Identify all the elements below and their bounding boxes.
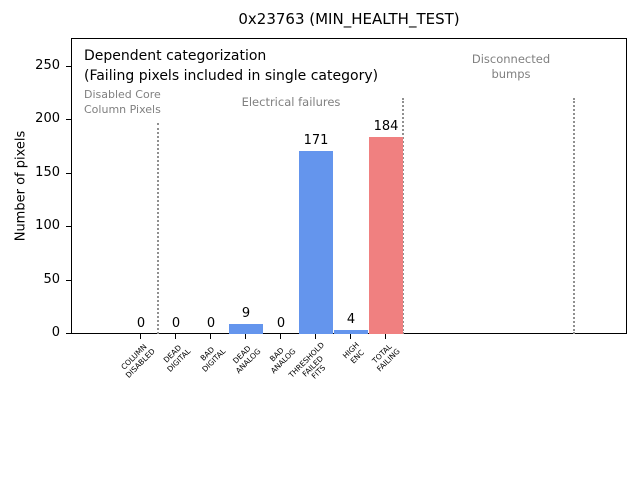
x-tick-mark (350, 334, 351, 339)
y-tick-mark (66, 333, 71, 334)
x-tick-label: TOTAL FAILING (370, 342, 402, 374)
x-tick-mark (140, 334, 141, 339)
separator-line (573, 98, 575, 334)
x-tick-mark (385, 334, 386, 339)
annotation-disconnected-bumps: Disconnected bumps (471, 52, 551, 81)
bar-value-label: 9 (241, 306, 251, 322)
x-tick-label: COLUMN DISABLED (119, 342, 157, 380)
x-tick-mark (315, 334, 316, 339)
y-tick-label: 50 (43, 271, 60, 287)
bar-value-label: 4 (346, 311, 356, 327)
bar-value-label: 184 (373, 119, 399, 135)
x-tick-mark (245, 334, 246, 339)
bar (369, 137, 403, 334)
y-tick-label: 0 (51, 325, 60, 340)
chart-title: 0x23763 (MIN_HEALTH_TEST) (238, 10, 460, 28)
separator-line (157, 123, 159, 334)
x-tick-mark (280, 334, 281, 339)
y-tick-mark (66, 119, 71, 120)
annotation-dependent-categorization: Dependent categorization (84, 48, 267, 64)
y-tick-mark (66, 279, 71, 281)
y-tick-mark (66, 65, 71, 67)
annotation-electrical-failures: Electrical failures (241, 95, 341, 109)
y-tick-label: 150 (35, 164, 60, 180)
annotation-disabled-core: Disabled Core Column Pixels (84, 88, 161, 116)
bar (229, 324, 263, 334)
x-tick-label: HIGH ENC (340, 340, 366, 366)
bar (299, 151, 333, 334)
x-tick-mark (210, 334, 211, 339)
bar (334, 329, 368, 334)
x-tick-label: DEAD DIGITAL (161, 343, 192, 374)
y-tick-mark (66, 226, 71, 227)
bar-value-label: 0 (136, 316, 146, 331)
y-tick-label: 250 (35, 57, 60, 73)
y-tick-mark (66, 172, 71, 174)
x-tick-label: BAD DIGITAL (198, 344, 227, 374)
plot-area: Dependent categorization (Failing pixels… (71, 38, 627, 334)
bar-value-label: 0 (276, 316, 286, 331)
bar-value-label: 0 (206, 316, 216, 331)
annotation-failing-note: (Failing pixels included in single categ… (84, 68, 379, 84)
bar-value-label: 171 (303, 133, 329, 149)
y-tick-label: 100 (35, 218, 60, 233)
x-tick-label: DEAD ANALOG (230, 343, 262, 375)
y-tick-label: 200 (35, 111, 60, 126)
x-tick-mark (175, 334, 176, 339)
bar-value-label: 0 (171, 316, 181, 331)
separator-line (402, 98, 404, 334)
